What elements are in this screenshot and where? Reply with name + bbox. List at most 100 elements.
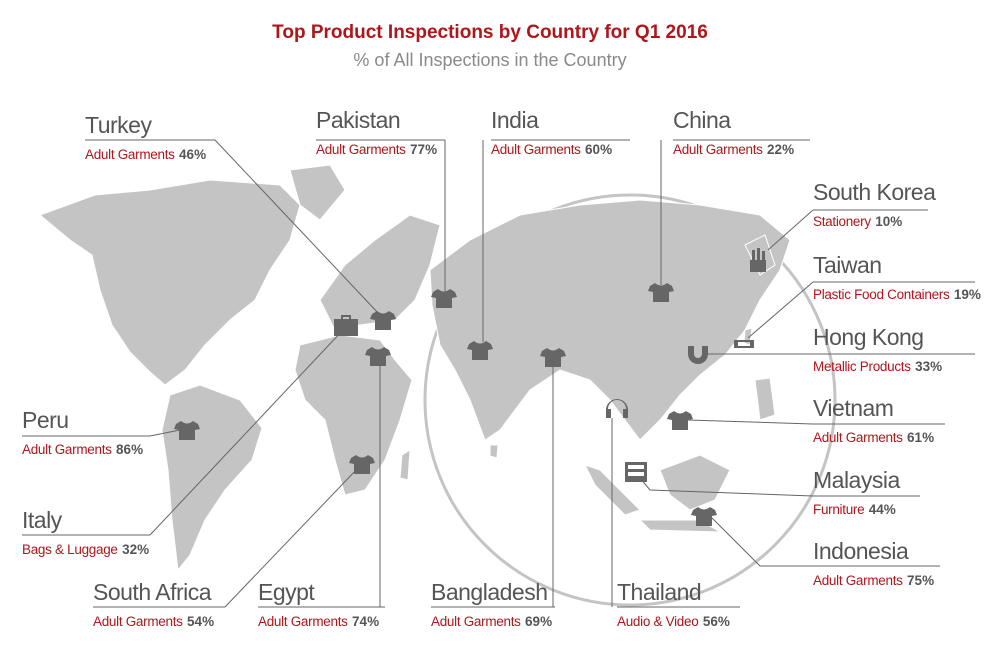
inspection-line: Plastic Food Containers 19% [813,286,981,303]
world-map [39,164,837,607]
product: Stationery [813,214,871,229]
sri-lanka [489,444,499,459]
share: 77% [410,142,437,157]
product-icon [667,411,693,430]
product: Bags & Luggage [22,542,118,557]
country-name: Malaysia [813,467,900,493]
product-icon [691,507,717,526]
country-callout: Turkey Adult Garments 46% [85,112,396,330]
share: 86% [116,442,143,457]
country-name: Taiwan [813,252,882,278]
inspection-line: Audio & Video 56% [617,613,730,630]
product: Adult Garments [22,442,112,457]
product: Adult Garments [93,614,183,629]
country-name: Turkey [85,112,152,138]
country-name: Egypt [258,579,315,605]
africa [294,334,413,496]
product-icon [431,289,457,308]
country-name: South Africa [93,579,212,605]
inspection-line: Adult Garments 86% [22,441,143,458]
country-callout: Hong Kong Metallic Products 33% [688,324,975,375]
country-callout: Pakistan Adult Garments 77% [316,107,457,308]
share: 69% [525,614,552,629]
leader-line [224,467,359,608]
inspection-line: Adult Garments 22% [673,141,794,158]
country-name: India [491,107,539,133]
share: 75% [907,573,934,588]
product-icon [349,455,375,474]
inspection-line: Adult Garments 46% [85,146,206,163]
country-callout: Italy Bags & Luggage 32% [22,315,358,557]
country-callout: Vietnam Adult Garments 61% [667,395,945,445]
product-icon [625,462,647,482]
product: Adult Garments [673,142,763,157]
country-name: Bangladesh [431,579,548,605]
country-callout: China Adult Garments 22% [648,107,810,302]
share: 32% [122,542,149,557]
subtitle: % of All Inspections in the Country [353,50,626,70]
share: 54% [187,614,214,629]
product-icon [365,347,391,366]
country-callout: Egypt Adult Garments 74% [258,347,391,630]
product: Metallic Products [813,359,911,374]
share: 61% [907,430,934,445]
inspection-line: Adult Garments 69% [431,613,552,630]
country-callout: Bangladesh Adult Garments 69% [431,348,566,630]
country-name: Indonesia [813,538,909,564]
product-icon [688,346,708,364]
inspection-line: Metallic Products 33% [813,358,942,375]
share: 22% [767,142,794,157]
greenland [289,164,346,221]
product-icon [734,340,754,348]
product-icon [174,421,200,440]
country-name: Peru [22,407,69,433]
product-icon [334,315,358,336]
leader-line [767,209,814,251]
country-name: Thailand [617,579,701,605]
product: Adult Garments [431,614,521,629]
title: Top Product Inspections by Country for Q… [272,22,708,43]
leader-line [149,429,181,437]
country-name: Pakistan [316,107,400,133]
country-name: Vietnam [813,395,893,421]
europe [319,214,441,331]
inspection-line: Adult Garments 60% [491,141,612,158]
country-callout: Thailand Audio & Video 56% [606,399,740,630]
country-name: China [673,107,731,133]
share: 44% [869,502,896,517]
share: 60% [585,142,612,157]
country-callout: India Adult Garments 60% [467,107,630,360]
inspection-line: Furniture 44% [813,501,896,518]
leader-line [711,517,813,567]
inspection-line: Adult Garments 74% [258,613,379,630]
country-callout: Indonesia Adult Garments 75% [691,507,940,588]
madagascar [399,449,411,481]
country-labels: Turkey Adult Garments 46% Pakistan Adult Ga… [22,107,981,630]
north-america [39,179,301,386]
product: Furniture [813,502,864,517]
share: 56% [703,614,730,629]
country-callout: South Korea Stationery 10% [750,179,937,272]
asia [429,199,791,441]
share: 10% [875,214,902,229]
share: 74% [352,614,379,629]
country-name: South Korea [813,179,936,205]
country-callout: Taiwan Plastic Food Containers 19% [734,252,981,348]
product: Adult Garments [813,430,903,445]
product: Adult Garments [813,573,903,588]
product: Adult Garments [316,142,406,157]
product: Adult Garments [85,147,175,162]
product-icon [540,348,566,367]
share: 19% [954,287,981,302]
product: Audio & Video [617,614,698,629]
product: Plastic Food Containers [813,287,950,302]
share: 33% [915,359,942,374]
inspection-line: Adult Garments 54% [93,613,214,630]
leader-line [149,329,344,536]
country-name: Hong Kong [813,324,924,350]
product-icon [648,283,674,302]
product-icon [606,399,628,418]
country-callout: Malaysia Furniture 44% [625,462,920,518]
product-icon [750,248,766,272]
